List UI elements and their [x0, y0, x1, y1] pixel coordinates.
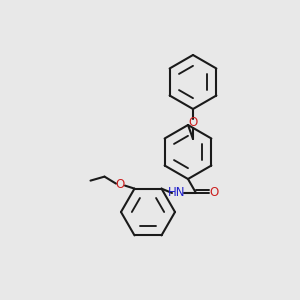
Text: HN: HN — [168, 187, 186, 200]
Text: O: O — [188, 116, 198, 130]
Text: O: O — [116, 178, 125, 191]
Text: O: O — [209, 187, 219, 200]
